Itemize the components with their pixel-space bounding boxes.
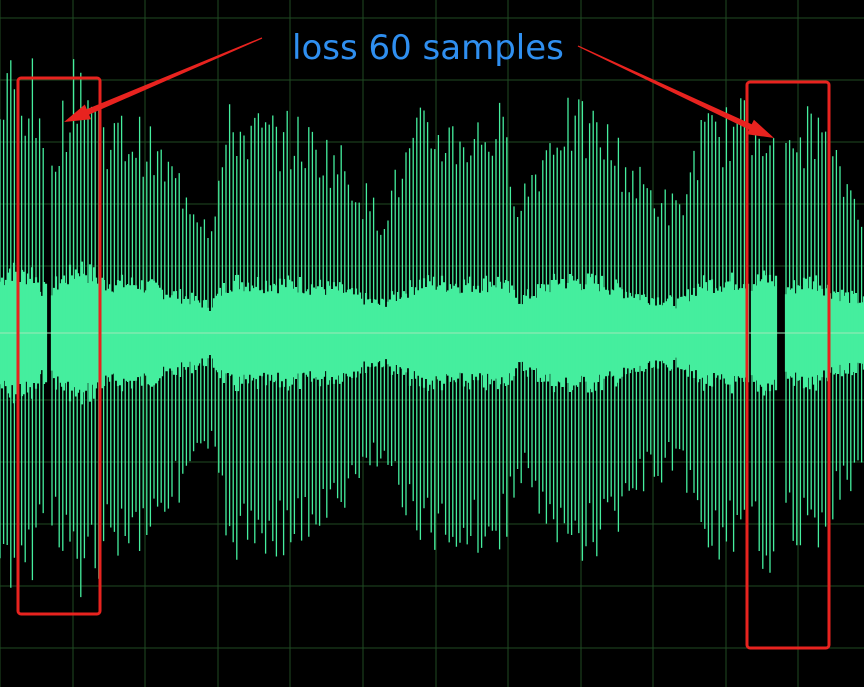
loss-highlight-box xyxy=(16,76,102,616)
loss-highlight-box xyxy=(745,80,831,650)
loss-arrow xyxy=(577,45,774,138)
loss-markers xyxy=(16,37,831,650)
annotation-label: loss 60 samples xyxy=(292,28,564,68)
loss-arrow xyxy=(64,37,263,122)
